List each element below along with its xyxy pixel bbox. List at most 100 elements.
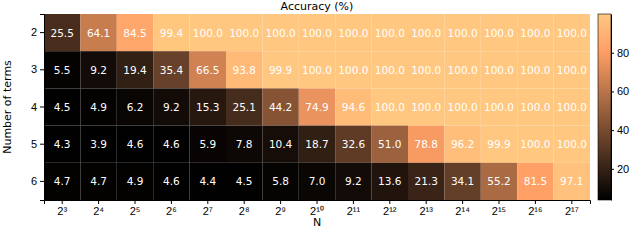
data-label: 100.0 <box>411 64 441 76</box>
colorbar-axis-line <box>611 15 612 201</box>
data-label: 4.6 <box>127 138 144 150</box>
heatmap-cell <box>372 126 408 163</box>
x-tick-mark <box>62 200 63 204</box>
y-tick-label: 2 <box>31 26 37 38</box>
heatmap-cell <box>444 88 480 125</box>
heatmap-cell <box>153 126 189 163</box>
heatmap-cell <box>80 126 116 163</box>
heatmap-cell <box>554 88 590 125</box>
data-label: 3.9 <box>90 138 107 150</box>
data-label: 9.2 <box>345 175 362 187</box>
data-label: 66.5 <box>196 64 219 76</box>
y-axis-line <box>40 15 45 201</box>
data-label: 94.6 <box>342 101 366 113</box>
heatmap-cell <box>481 51 517 88</box>
data-label: 10.4 <box>269 138 293 150</box>
data-label: 100.0 <box>411 27 441 39</box>
data-label: 81.5 <box>524 175 547 187</box>
chart: 25.564.184.599.4100.0100.0100.0100.0100.… <box>0 0 640 228</box>
heatmap-cell <box>226 163 262 200</box>
data-label: 100.0 <box>484 27 514 39</box>
x-tick: 2⁵ <box>130 200 141 217</box>
colorbar <box>598 14 611 200</box>
heatmap-cell <box>372 14 408 51</box>
heatmap-cell <box>226 14 262 51</box>
data-label: 4.4 <box>199 175 216 187</box>
heatmap-cell <box>554 126 590 163</box>
heatmap-cell <box>554 163 590 200</box>
y-tick: 2 <box>31 26 44 38</box>
heatmap-cell <box>44 88 80 125</box>
x-tick-mark <box>571 200 572 204</box>
data-label: 100.0 <box>193 27 223 39</box>
x-axis-line <box>45 201 591 205</box>
data-label: 100.0 <box>411 101 441 113</box>
x-tick: 2¹⁵ <box>492 200 506 217</box>
heatmap-cell <box>408 88 444 125</box>
heatmap-cell <box>226 51 262 88</box>
x-tick: 2³ <box>57 200 67 217</box>
data-label: 97.1 <box>560 175 583 187</box>
x-tick-mark <box>426 200 427 204</box>
x-tick-mark <box>535 200 536 204</box>
x-tick-mark <box>499 200 500 204</box>
x-tick: 2⁹ <box>275 200 286 217</box>
heatmap-cell <box>80 51 116 88</box>
data-label: 74.9 <box>305 101 328 113</box>
x-tick-mark <box>317 200 318 204</box>
data-label: 19.4 <box>123 64 147 76</box>
heatmap-cell <box>190 51 226 88</box>
data-label: 99.9 <box>487 138 510 150</box>
heatmap-cell <box>117 126 153 163</box>
data-label: 100.0 <box>557 101 587 113</box>
heatmap-cell <box>190 126 226 163</box>
x-tick: 2⁴ <box>93 200 104 217</box>
x-tick: 2¹⁴ <box>455 200 470 217</box>
heatmap-cell <box>335 163 371 200</box>
y-tick-mark <box>40 69 44 70</box>
data-label: 4.5 <box>236 175 253 187</box>
data-label: 25.5 <box>51 27 74 39</box>
data-label: 100.0 <box>520 138 550 150</box>
data-label: 32.6 <box>342 138 366 150</box>
x-tick: 2⁷ <box>203 200 213 217</box>
data-label: 96.2 <box>451 138 474 150</box>
heatmap-cell <box>517 126 553 163</box>
data-label: 7.0 <box>309 175 326 187</box>
heatmap-cell <box>262 14 298 51</box>
y-tick: 3 <box>31 63 44 75</box>
heatmap-cell <box>153 14 189 51</box>
heatmap-cell <box>44 51 80 88</box>
y-tick-mark <box>40 107 44 108</box>
y-tick-label: 5 <box>31 138 37 150</box>
data-label: 25.1 <box>233 101 256 113</box>
x-tick-mark <box>207 200 208 204</box>
data-label: 100.0 <box>375 27 405 39</box>
data-label: 100.0 <box>448 64 478 76</box>
x-tick-label: 2¹⁵ <box>492 205 506 217</box>
data-label: 44.2 <box>269 101 292 113</box>
data-label: 4.6 <box>163 175 180 187</box>
data-label: 100.0 <box>448 27 478 39</box>
colorbar-tick: 60 <box>611 85 629 97</box>
y-tick: 6 <box>31 175 44 187</box>
data-label: 100.0 <box>448 101 478 113</box>
data-label: 9.2 <box>163 101 180 113</box>
data-label: 100.0 <box>520 27 550 39</box>
colorbar-tick-mark <box>611 130 614 131</box>
heatmap-cell <box>117 88 153 125</box>
data-label: 51.0 <box>378 138 401 150</box>
x-tick-label: 2³ <box>57 205 67 217</box>
x-tick-label: 2⁸ <box>239 205 250 217</box>
data-label: 4.7 <box>90 175 107 187</box>
heatmap-cell <box>44 163 80 200</box>
data-label: 15.3 <box>196 101 219 113</box>
data-label: 100.0 <box>520 101 550 113</box>
x-tick-label: 2¹² <box>383 205 397 217</box>
data-label: 4.9 <box>90 101 107 113</box>
x-tick: 2¹¹ <box>347 200 361 217</box>
title: Accuracy (%) <box>281 0 354 13</box>
data-label: 99.9 <box>269 64 292 76</box>
data-label: 100.0 <box>375 101 405 113</box>
colorbar-tick-mark <box>611 53 614 54</box>
